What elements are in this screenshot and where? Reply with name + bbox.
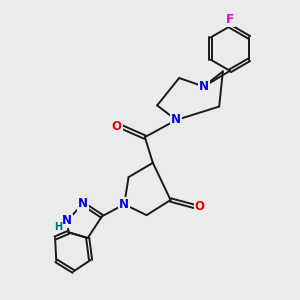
Text: N: N [62, 214, 72, 227]
Text: H: H [55, 222, 63, 232]
Text: N: N [78, 197, 88, 210]
Text: N: N [119, 198, 129, 211]
Text: O: O [194, 200, 204, 213]
Text: N: N [171, 113, 181, 127]
Text: N: N [199, 80, 209, 93]
Text: F: F [226, 14, 234, 26]
Text: O: O [112, 120, 122, 133]
